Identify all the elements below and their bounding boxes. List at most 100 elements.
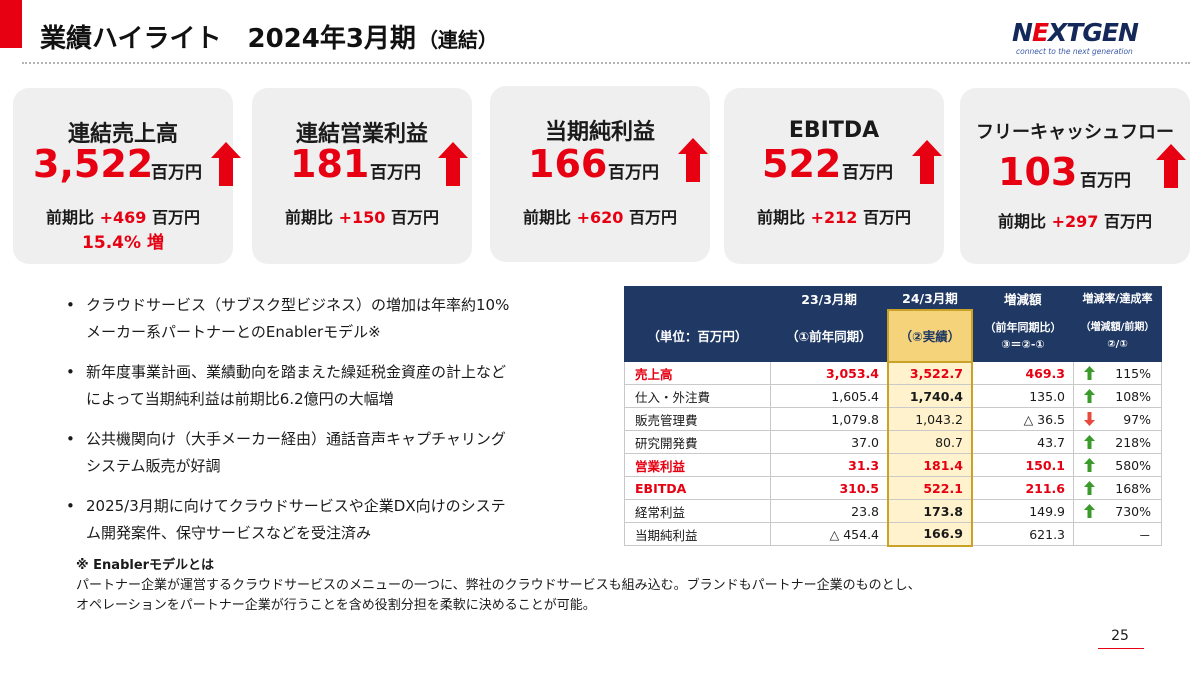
table-row: 当期純利益 △ 454.4 166.9 621.3 － — [624, 522, 1162, 547]
trend-up-arrow-icon — [1084, 458, 1096, 472]
cell-rate: 730% — [1073, 499, 1162, 523]
row-label: 販売管理費 — [624, 407, 771, 431]
up-arrow-icon — [438, 142, 468, 186]
cell-prior-year: 23.8 — [769, 499, 889, 523]
trend-down-arrow-icon — [1084, 412, 1096, 426]
trend-up-arrow-icon — [1084, 435, 1096, 449]
table-row: 経常利益 23.8 173.8 149.9 730% — [624, 499, 1162, 523]
header-divider — [22, 62, 1190, 64]
cell-prior-year: 37.0 — [769, 430, 889, 454]
cell-prior-year: △ 454.4 — [769, 522, 889, 546]
cell-change: 211.6 — [971, 476, 1075, 500]
table-body: 売上高 3,053.4 3,522.7 469.3 115% 仕入・外注費 1,605.4 1… — [624, 361, 1162, 547]
kpi-card-operating-profit: 連結営業利益 181 百万円 前期比 +150 百万円 — [252, 88, 472, 264]
kpi-yoy: 前期比 +469 百万円 — [46, 208, 200, 227]
cell-current-year: 1,740.4 — [887, 384, 973, 408]
title-text: 業績ハイライト 2024年3月期 — [40, 24, 416, 54]
table-header-cell: 増減率/達成率 — [1073, 286, 1162, 310]
cell-change: 150.1 — [971, 453, 1075, 477]
kpi-yoy: 前期比 +212 百万円 — [757, 208, 911, 227]
cell-prior-year: 31.3 — [769, 453, 889, 477]
rate-value: 218% — [1115, 434, 1151, 450]
bullet-item: • 2025/3月期に向けてクラウドサービスや企業DX向けのシステ ム開発案件、保守… — [66, 497, 506, 542]
row-label: 研究開発費 — [624, 430, 771, 454]
trend-up-arrow-icon — [1084, 504, 1096, 518]
rate-value: 580% — [1115, 457, 1151, 473]
kpi-label: 連結売上高 — [67, 122, 178, 147]
cell-current-year: 181.4 — [887, 453, 973, 477]
cell-rate: 97% — [1073, 407, 1162, 431]
kpi-value: 3,522 — [33, 142, 154, 186]
enabler-model-note: ※ Enablerモデルとは パートナー企業が運営するクラウドサービスのメニュー… — [76, 556, 921, 616]
rate-value: 115% — [1115, 365, 1151, 381]
cell-rate: － — [1073, 522, 1162, 546]
title-accent-bar — [0, 0, 22, 48]
logo-wordmark: NEXTGEN — [1012, 18, 1139, 47]
table-header-cell: （増減額/前期） ②/① — [1073, 309, 1162, 362]
table-header-row: （単位：百万円） （①前年同期） （②実績） （前年同期比） ③＝②-① （増減… — [624, 308, 1162, 363]
cell-current-year: 173.8 — [887, 499, 973, 523]
note-text: オペレーションをパートナー企業が行うことを含め役割分担を柔軟に決めることが可能。 — [76, 598, 596, 613]
table-header-cell: 増減額 — [971, 286, 1075, 310]
trend-up-arrow-icon — [1084, 389, 1096, 403]
row-label: 経常利益 — [624, 499, 771, 523]
kpi-label: EBITDA — [788, 118, 880, 143]
cell-change: 135.0 — [971, 384, 1075, 408]
kpi-unit: 百万円 — [370, 163, 421, 183]
row-label: EBITDA — [624, 476, 771, 500]
cell-prior-year: 1,605.4 — [769, 384, 889, 408]
note-title: ※ Enablerモデルとは — [76, 558, 215, 573]
table-header-cell: （①前年同期） — [769, 309, 889, 362]
table-row: 仕入・外注費 1,605.4 1,740.4 135.0 108% — [624, 384, 1162, 408]
up-arrow-icon — [1156, 144, 1186, 188]
cell-rate: 168% — [1073, 476, 1162, 500]
kpi-label: 連結営業利益 — [295, 122, 428, 147]
bullet-item: • 公共機関向け（大手メーカー経由）通話音声キャプチャリング システム販売が好調 — [66, 430, 506, 475]
table-header-cell: （前年同期比） ③＝②-① — [971, 309, 1075, 362]
cell-current-year: 3,522.7 — [887, 361, 973, 385]
cell-current-year: 166.9 — [887, 522, 973, 547]
kpi-unit: 百万円 — [842, 163, 893, 183]
kpi-value: 522 — [762, 142, 842, 186]
table-row: 販売管理費 1,079.8 1,043.2 △ 36.5 97% — [624, 407, 1162, 431]
kpi-value: 181 — [290, 142, 370, 186]
table-header-cell: 24/3月期 — [887, 286, 973, 310]
highlight-bullets: • クラウドサービス（サブスク型ビジネス）の増加は年率約10% メーカー系パートナー… — [62, 292, 602, 560]
up-arrow-icon — [211, 142, 241, 186]
row-label: 当期純利益 — [624, 522, 771, 546]
table-header-cell: （単位：百万円） — [624, 309, 771, 362]
bullet-item: • クラウドサービス（サブスク型ビジネス）の増加は年率約10% メーカー系パートナー… — [66, 296, 510, 341]
cell-rate: 108% — [1073, 384, 1162, 408]
kpi-card-sales: 連結売上高 3,522 百万円 前期比 +469 百万円 15.4% 増 — [13, 88, 241, 264]
trend-up-arrow-icon — [1084, 366, 1096, 380]
page-number: 25 — [1111, 628, 1129, 644]
kpi-yoy: 前期比 +297 百万円 — [998, 212, 1152, 231]
kpi-card-free-cash-flow: フリーキャッシュフロー 103 百万円 前期比 +297 百万円 — [960, 88, 1190, 264]
table-row: 研究開発費 37.0 80.7 43.7 218% — [624, 430, 1162, 454]
rate-value: － — [1138, 527, 1151, 543]
row-label: 営業利益 — [624, 453, 771, 477]
kpi-unit: 百万円 — [608, 163, 659, 183]
cell-current-year: 522.1 — [887, 476, 973, 500]
kpi-card-ebitda: EBITDA 522 百万円 前期比 +212 百万円 — [724, 88, 944, 264]
kpi-yoy: 前期比 +150 百万円 — [285, 208, 439, 227]
up-arrow-icon — [678, 138, 708, 182]
row-label: 仕入・外注費 — [624, 384, 771, 408]
kpi-value: 103 — [998, 150, 1078, 194]
row-label: 売上高 — [624, 361, 771, 385]
cell-rate: 580% — [1073, 453, 1162, 477]
cell-prior-year: 1,079.8 — [769, 407, 889, 431]
kpi-yoy: 前期比 +620 百万円 — [523, 208, 677, 227]
table-header-row: 23/3月期 24/3月期 増減額 増減率/達成率 — [624, 286, 1162, 310]
cell-change: △ 36.5 — [971, 407, 1075, 431]
table-row: EBITDA 310.5 522.1 211.6 168% — [624, 476, 1162, 500]
kpi-card-net-income: 当期純利益 166 百万円 前期比 +620 百万円 — [490, 86, 710, 262]
kpi-unit: 百万円 — [1080, 171, 1131, 191]
cell-rate: 218% — [1073, 430, 1162, 454]
rate-value: 97% — [1123, 411, 1151, 427]
rate-value: 168% — [1115, 480, 1151, 496]
rate-value: 730% — [1115, 503, 1151, 519]
table-header-cell — [624, 286, 771, 310]
cell-current-year: 80.7 — [887, 430, 973, 454]
cell-rate: 115% — [1073, 361, 1162, 385]
